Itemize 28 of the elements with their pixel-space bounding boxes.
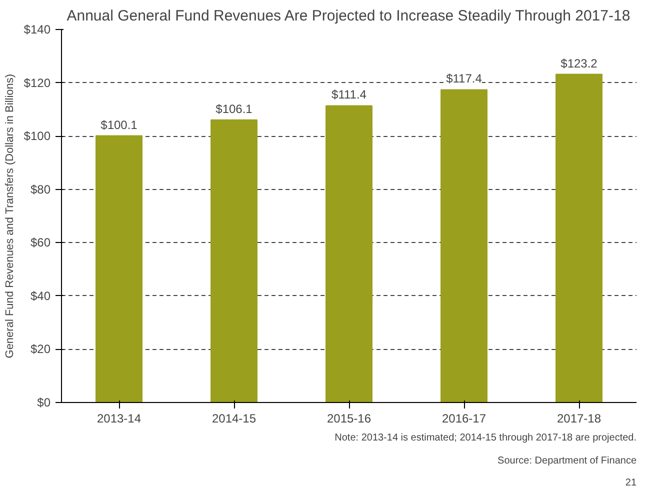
- data-label: $123.2: [560, 56, 598, 70]
- y-tick-label: $40: [30, 288, 51, 303]
- bar: [96, 135, 142, 402]
- bar: [210, 119, 258, 402]
- y-tick-label: $60: [30, 236, 51, 250]
- x-tick-label: 2017-18: [556, 412, 602, 426]
- data-label: $111.4: [332, 88, 367, 102]
- source-note: Source: Department of Finance: [498, 456, 637, 466]
- y-tick-label: $140: [24, 22, 51, 36]
- y-tick-label: $120: [24, 76, 51, 90]
- data-label: $117.4: [446, 72, 482, 86]
- text: Note: 2013-14 is estimated; 2014-15 through 2017-18 are projected.: [334, 432, 637, 444]
- chart-title: Annual General Fund Revenues Are Projected to Increase Steadily Through 2017-18: [66, 8, 630, 24]
- y-tick-label: $0: [37, 396, 51, 410]
- y-axis-title: General Fund Revenues and Transfers (Dollars in Billions): [4, 74, 16, 358]
- text: 21: [625, 478, 637, 488]
- x-tick-label: 2014-15: [212, 412, 256, 426]
- x-tick-label: 2015-16: [326, 412, 372, 426]
- bar: [556, 74, 602, 402]
- x-tick-label: 2016-17: [442, 412, 486, 426]
- x-tick-label: 2013-14: [96, 412, 142, 426]
- y-tick-label: $100: [24, 129, 51, 144]
- data-label: $100.1: [100, 118, 138, 132]
- bar: [326, 105, 372, 402]
- y-tick-label: $80: [30, 182, 51, 196]
- bar: [440, 89, 488, 402]
- y-tick-label: $20: [30, 342, 51, 356]
- data-label: $106.1: [216, 102, 253, 116]
